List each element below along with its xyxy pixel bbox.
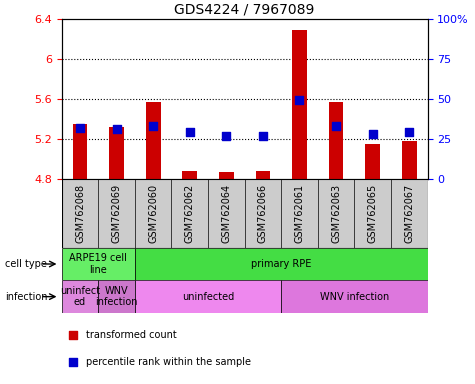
Point — [69, 332, 76, 338]
Text: GSM762062: GSM762062 — [185, 184, 195, 243]
Bar — [219, 172, 234, 179]
Text: GSM762060: GSM762060 — [148, 184, 158, 243]
Bar — [281, 280, 428, 313]
Text: primary RPE: primary RPE — [251, 259, 312, 269]
Text: GSM762063: GSM762063 — [331, 184, 341, 243]
Bar — [365, 144, 380, 179]
Text: transformed count: transformed count — [86, 330, 176, 340]
Text: GSM762067: GSM762067 — [404, 184, 414, 243]
Text: percentile rank within the sample: percentile rank within the sample — [86, 358, 250, 367]
Text: WNV infection: WNV infection — [320, 291, 389, 302]
Point — [295, 98, 304, 104]
Text: GSM762064: GSM762064 — [221, 184, 231, 243]
Point — [332, 123, 340, 129]
Bar — [135, 248, 428, 280]
Bar — [73, 124, 87, 179]
Title: GDS4224 / 7967089: GDS4224 / 7967089 — [174, 3, 315, 17]
Point — [405, 129, 413, 136]
Bar — [182, 170, 197, 179]
Text: uninfected: uninfected — [182, 291, 234, 302]
Text: uninfect
ed: uninfect ed — [60, 286, 100, 308]
Text: infection: infection — [5, 291, 47, 302]
Point — [222, 132, 230, 139]
Point — [113, 126, 121, 132]
Bar — [146, 102, 161, 179]
Point — [149, 123, 157, 129]
Point — [76, 124, 84, 131]
Point — [369, 131, 377, 137]
Bar — [109, 127, 124, 179]
Text: GSM762069: GSM762069 — [112, 184, 122, 243]
Text: GSM762066: GSM762066 — [258, 184, 268, 243]
Bar — [135, 280, 281, 313]
Bar — [256, 170, 270, 179]
Bar — [329, 102, 343, 179]
Text: WNV
infection: WNV infection — [95, 286, 138, 308]
Bar — [62, 248, 135, 280]
Bar — [98, 280, 135, 313]
Point — [69, 359, 76, 366]
Point — [186, 129, 194, 136]
Text: GSM762065: GSM762065 — [368, 184, 378, 243]
Bar — [62, 280, 98, 313]
Text: ARPE19 cell
line: ARPE19 cell line — [69, 253, 127, 275]
Point — [259, 132, 267, 139]
Bar — [292, 30, 307, 179]
Text: cell type: cell type — [5, 259, 47, 269]
Bar — [402, 141, 417, 179]
Text: GSM762068: GSM762068 — [75, 184, 85, 243]
Text: GSM762061: GSM762061 — [294, 184, 304, 243]
